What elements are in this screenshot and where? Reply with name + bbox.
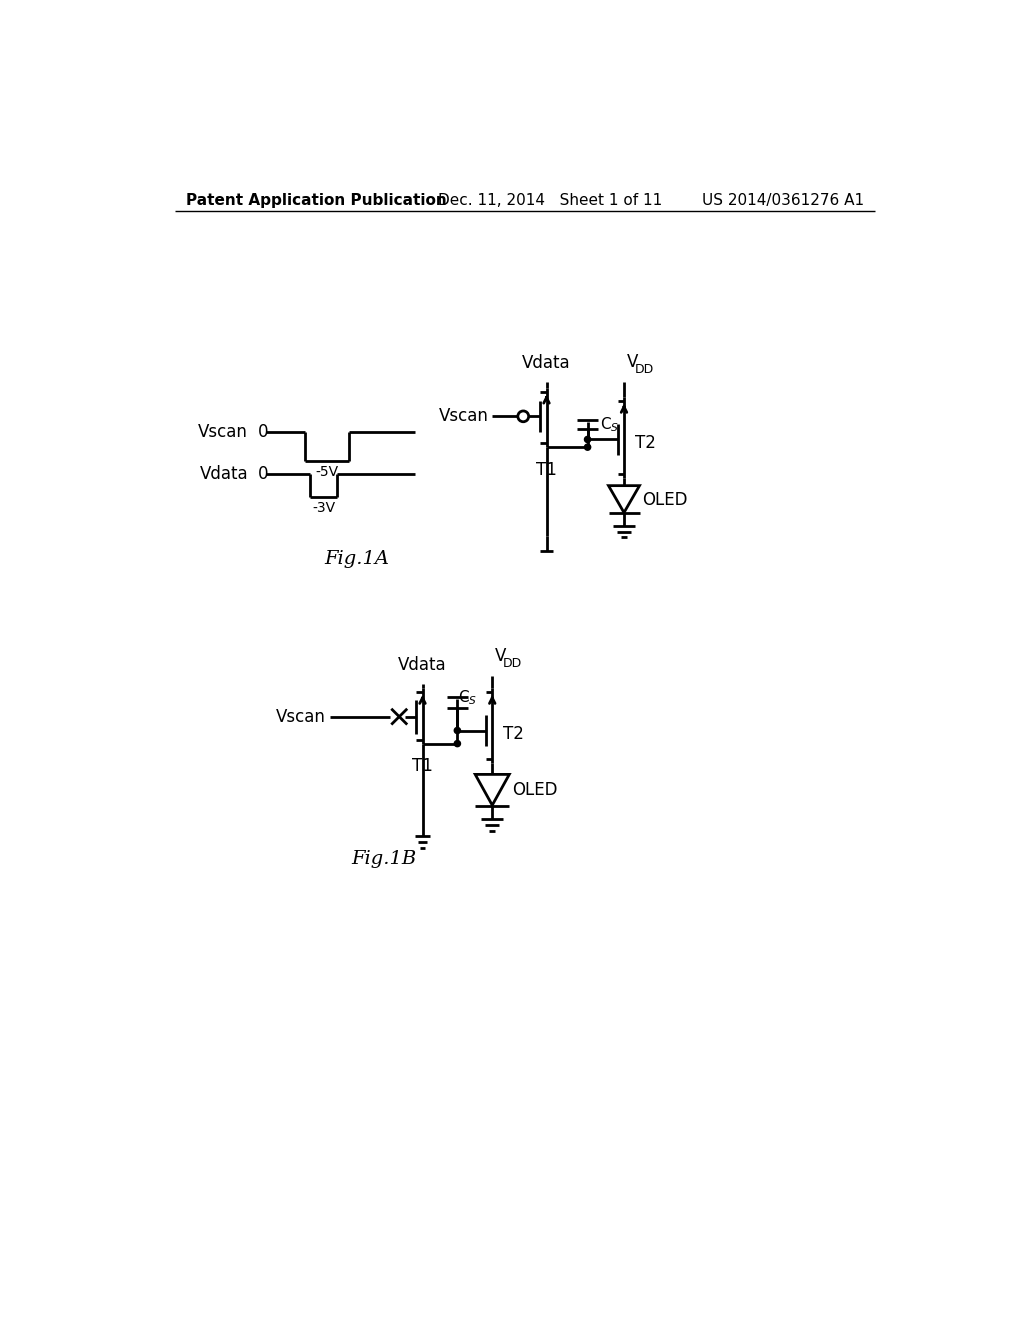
Text: Patent Application Publication: Patent Application Publication	[186, 193, 446, 209]
Circle shape	[585, 437, 591, 442]
Text: 0: 0	[258, 422, 268, 441]
Text: C$_S$: C$_S$	[458, 688, 477, 708]
Text: DD: DD	[635, 363, 654, 376]
Text: T1: T1	[536, 461, 557, 479]
Text: Vscan: Vscan	[275, 708, 326, 726]
Text: V: V	[496, 647, 507, 665]
Text: US 2014/0361276 A1: US 2014/0361276 A1	[702, 193, 864, 209]
Text: Vscan: Vscan	[199, 422, 248, 441]
Text: 0: 0	[258, 465, 268, 483]
Circle shape	[455, 741, 461, 747]
Circle shape	[585, 444, 591, 450]
Text: T1: T1	[412, 758, 433, 775]
Text: T2: T2	[503, 726, 524, 743]
Text: Vscan: Vscan	[438, 408, 488, 425]
Text: DD: DD	[503, 656, 522, 669]
Text: Vdata: Vdata	[522, 355, 570, 372]
Text: T2: T2	[635, 434, 655, 453]
Text: C$_S$: C$_S$	[600, 416, 620, 434]
Text: Vdata: Vdata	[398, 656, 446, 675]
Text: Fig.1B: Fig.1B	[351, 850, 417, 869]
Text: OLED: OLED	[643, 491, 688, 508]
Text: Dec. 11, 2014   Sheet 1 of 11: Dec. 11, 2014 Sheet 1 of 11	[438, 193, 663, 209]
Text: -5V: -5V	[315, 465, 338, 479]
Text: -3V: -3V	[312, 502, 335, 515]
Text: OLED: OLED	[512, 781, 558, 799]
Circle shape	[455, 727, 461, 734]
Text: Fig.1A: Fig.1A	[325, 550, 389, 568]
Text: Vdata: Vdata	[200, 465, 248, 483]
Text: V: V	[627, 352, 639, 371]
